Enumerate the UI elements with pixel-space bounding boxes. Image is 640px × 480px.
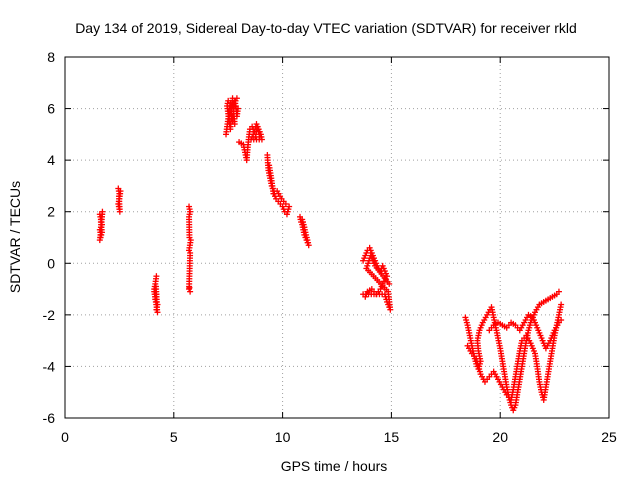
axis-ticks: [64, 56, 610, 419]
data-point: [233, 95, 240, 102]
x-tick-label: 25: [601, 429, 617, 445]
x-tick-labels: 0 5 10 15 20 25: [61, 429, 617, 445]
y-tick-label: 8: [47, 49, 55, 65]
data-point: [97, 234, 104, 241]
data-point: [115, 193, 122, 200]
chart-title: Day 134 of 2019, Sidereal Day-to-day VTE…: [75, 20, 577, 36]
data-point: [555, 288, 562, 295]
data-point: [558, 301, 565, 308]
y-axis-label: SDTVAR / TECUs: [7, 181, 23, 293]
plot-frame: [64, 56, 610, 419]
y-tick-labels: -6 -4 -2 0 2 4 6 8: [43, 49, 56, 426]
data-point: [301, 224, 308, 231]
data-point: [558, 317, 565, 324]
x-tick-label: 20: [492, 429, 508, 445]
data-point: [386, 280, 393, 287]
data-point: [286, 203, 293, 210]
y-tick-label: 0: [47, 255, 55, 271]
y-tick-label: -2: [43, 307, 56, 323]
grid-lines: [65, 57, 609, 418]
x-tick-label: 0: [61, 429, 69, 445]
x-tick-label: 15: [384, 429, 400, 445]
x-tick-label: 5: [170, 429, 178, 445]
data-point: [187, 288, 194, 295]
data-points: [96, 95, 565, 414]
data-point: [153, 298, 160, 305]
y-tick-label: -4: [43, 358, 56, 374]
y-tick-label: -6: [43, 410, 56, 426]
data-point: [186, 284, 193, 291]
data-point: [256, 133, 263, 140]
y-tick-label: 2: [47, 204, 55, 220]
x-tick-label: 10: [275, 429, 291, 445]
y-tick-label: 6: [47, 101, 55, 117]
data-point: [270, 190, 277, 197]
y-tick-label: 4: [47, 152, 55, 168]
data-point: [282, 200, 289, 207]
x-axis-label: GPS time / hours: [281, 458, 388, 474]
